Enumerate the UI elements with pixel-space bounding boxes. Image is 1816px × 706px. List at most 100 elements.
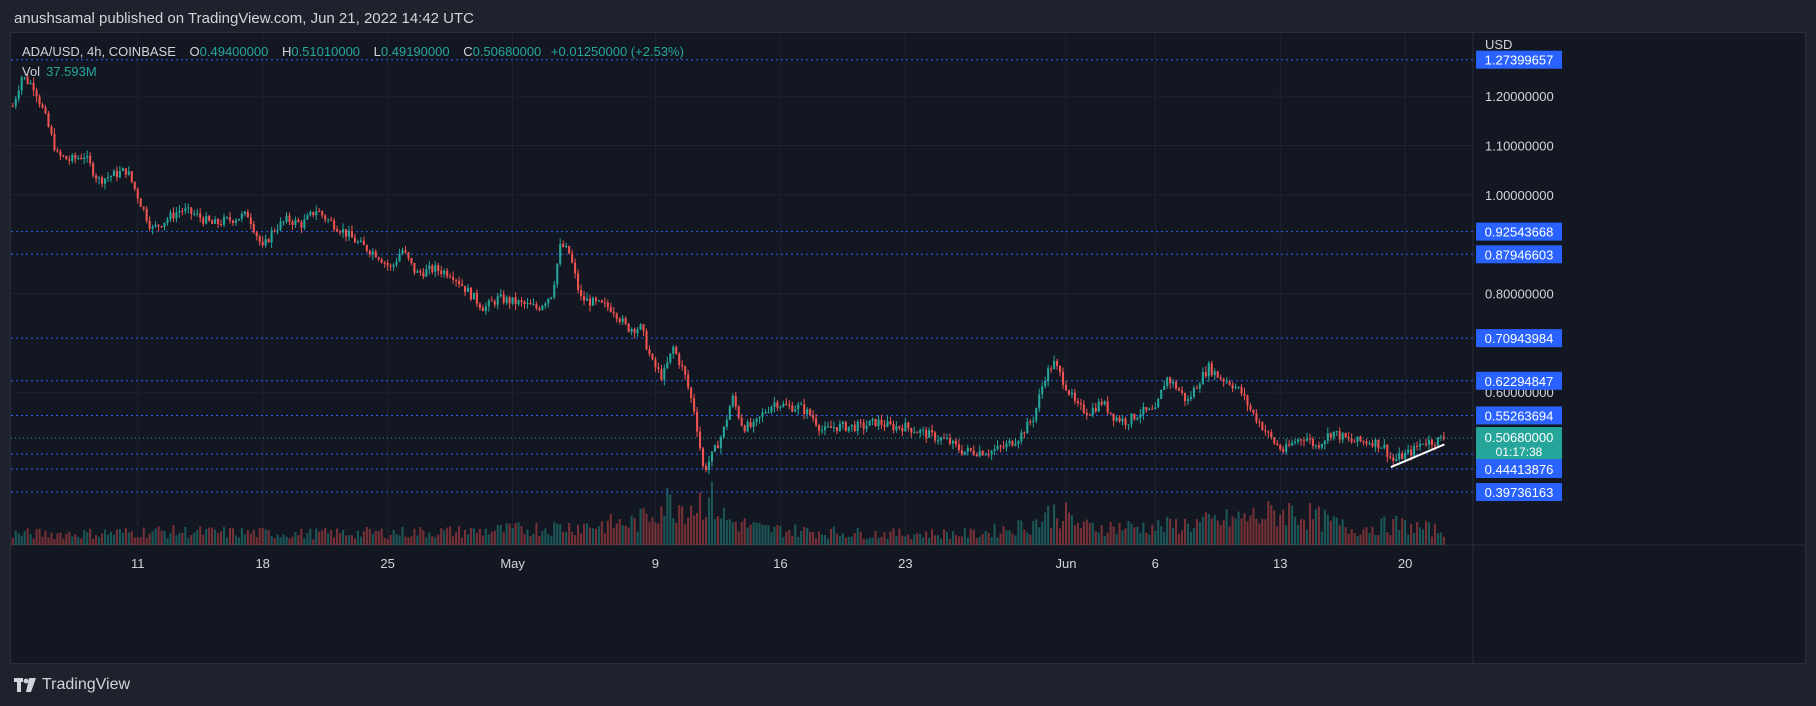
candle-body [359, 240, 362, 242]
candle-body [975, 454, 978, 457]
candle-body [791, 405, 794, 412]
candle-body [966, 448, 969, 452]
candle-body [98, 177, 101, 179]
volume-bar [1258, 523, 1261, 545]
volume-bar [565, 532, 568, 545]
volume-bar [1270, 505, 1273, 545]
candle-body [931, 430, 934, 433]
volume-bar [826, 538, 830, 545]
candle-body [196, 213, 199, 215]
symbol-label[interactable]: ADA/USD, 4h, COINBASE [22, 44, 176, 59]
level-label: 0.44413876 [1485, 462, 1554, 477]
candle-body [1145, 407, 1148, 410]
candle-body [713, 445, 716, 452]
chart-frame[interactable]: 11 18 25 May 9 16 23 Jun 6 13 20 1.20000000 1.100000… [10, 32, 1806, 664]
current-price-box [1476, 427, 1562, 460]
candle-body [383, 262, 386, 264]
candle-body [615, 313, 618, 319]
volume-bar [1064, 502, 1068, 545]
volume-bar [294, 531, 297, 545]
volume-bar [633, 518, 636, 545]
candle-body [413, 262, 416, 273]
brand-name: TradingView [42, 676, 131, 693]
candle-body [913, 432, 916, 434]
volume-bar [841, 533, 844, 545]
candle-body [1282, 449, 1285, 452]
x-tick-label: 25 [380, 556, 394, 571]
volume-bar [975, 537, 978, 545]
volume-bar [383, 537, 386, 545]
ohlc-legend: ADA/USD, 4h, COINBASE O0.49400000 H0.510… [22, 44, 684, 59]
candle-body [1332, 431, 1335, 438]
volume-bar [1308, 503, 1312, 545]
volume-bar [1255, 518, 1258, 545]
candle-body [526, 302, 529, 305]
volume-bar [222, 527, 226, 545]
volume-bar [273, 538, 276, 545]
candle-body [1297, 439, 1300, 442]
volume-bar [719, 518, 722, 545]
volume-bar [425, 537, 428, 545]
volume-bar [820, 534, 824, 545]
candle-body [1061, 372, 1065, 385]
candle-body [166, 219, 169, 223]
volume-bar [428, 532, 431, 545]
volume-bar [630, 515, 633, 545]
volume-bar [11, 537, 14, 545]
volume-bar [1014, 535, 1017, 545]
volume-bar [1329, 520, 1332, 545]
volume-bar [791, 535, 794, 545]
volume-bar [939, 538, 943, 545]
volume-bar [663, 515, 666, 545]
volume-bar [642, 507, 645, 545]
candle-body [606, 302, 609, 308]
volume-bar [324, 527, 327, 545]
candle-body [1076, 400, 1079, 404]
volume-bar [1121, 530, 1124, 545]
volume-bar [856, 527, 859, 545]
candle-body [633, 328, 636, 333]
volume-bar [1210, 518, 1213, 545]
candle-body [336, 229, 339, 232]
x-tick-label: 6 [1152, 556, 1159, 571]
volume-bar [577, 525, 580, 545]
candle-body [145, 208, 148, 221]
candle-body [505, 297, 508, 303]
volume-bar [877, 537, 880, 545]
candle-body [630, 328, 633, 332]
candle-body [1103, 401, 1106, 405]
volume-bar [889, 531, 892, 545]
volume-bar [1365, 527, 1368, 545]
volume-bar [1154, 530, 1157, 545]
volume-bar [612, 528, 615, 545]
volume-bar [83, 530, 86, 545]
candle-body [535, 304, 538, 309]
candle-body [1189, 396, 1192, 400]
candle-body [356, 241, 359, 243]
volume-bar [234, 535, 237, 545]
candle-body [339, 231, 342, 233]
volume-bar [594, 528, 597, 545]
volume-bar [458, 526, 461, 545]
trendline[interactable] [1390, 443, 1445, 468]
footer-brand[interactable]: TradingView [14, 676, 130, 694]
candle-body [755, 418, 758, 422]
candle-body [1392, 457, 1395, 461]
candle-body [344, 229, 348, 237]
volume-bar [62, 538, 65, 545]
volume-bar [984, 530, 987, 545]
volume-bar [853, 533, 856, 545]
volume-bar [1142, 522, 1145, 545]
volume-bar [767, 525, 770, 545]
volume-bar [1326, 514, 1329, 545]
level-label-box [1476, 483, 1562, 502]
volume-bar [779, 526, 782, 545]
candlestick-chart[interactable]: 11 18 25 May 9 16 23 Jun 6 13 20 1.20000000 1.100000… [11, 33, 1805, 663]
volume-bar [1341, 519, 1344, 545]
candle-body [639, 324, 642, 330]
volume-bar [130, 531, 133, 545]
candle-body [392, 264, 395, 267]
candle-body [910, 427, 913, 433]
volume-bar [98, 536, 101, 545]
volume-bar [1183, 518, 1187, 545]
